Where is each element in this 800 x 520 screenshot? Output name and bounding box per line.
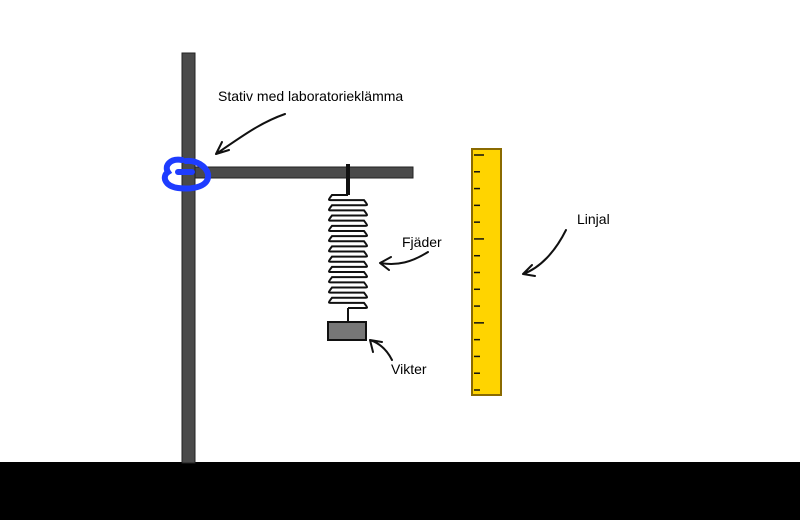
spring-coil [328, 194, 368, 309]
arrow-weights [369, 339, 393, 361]
label-stand: Stativ med laboratorieklämma [218, 88, 404, 104]
arrow-spring [379, 251, 429, 271]
clamp-arm [194, 166, 414, 179]
ruler [471, 148, 502, 396]
floor [0, 462, 800, 520]
stand-rod [181, 52, 196, 464]
weight-block [327, 321, 367, 341]
label-spring: Fjäder [402, 234, 442, 250]
arrow-stand [215, 113, 286, 155]
label-ruler: Linjal [577, 211, 610, 227]
arrow-ruler [522, 229, 567, 277]
clamp-icon [161, 156, 212, 192]
ruler-ticks [474, 154, 484, 391]
label-weights: Vikter [391, 361, 427, 377]
